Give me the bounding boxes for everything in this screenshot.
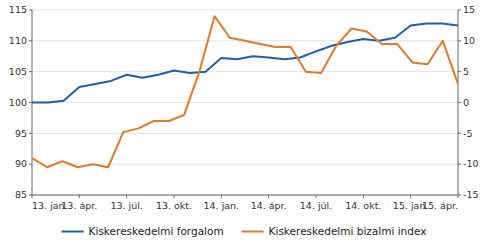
series-lines <box>32 16 458 167</box>
legend-label: Kiskereskedelmi bizalmi index <box>269 225 427 237</box>
x-tick-label: 13. okt. <box>156 200 192 211</box>
y-tick-label: 110 <box>9 35 27 46</box>
x-tick <box>126 195 127 198</box>
y2-tick-label: -5 <box>463 128 472 139</box>
y2-tick-label: 15 <box>463 4 475 15</box>
legend-item: Kiskereskedelmi bizalmi index <box>242 225 427 237</box>
x-tick-label: 14. júl. <box>300 200 332 211</box>
legend-swatch <box>242 231 264 233</box>
y2-tick-label: 10 <box>463 35 475 46</box>
y2-tick <box>458 10 461 11</box>
chart: 859095100105110115-15-10-505101513. jan.… <box>0 0 488 245</box>
y-tick-label: 100 <box>9 97 27 108</box>
y-tick-label: 90 <box>15 158 27 169</box>
series-line <box>32 24 458 103</box>
y2-tick <box>458 133 461 134</box>
y-tick-label: 85 <box>15 189 27 200</box>
y2-tick-label: -10 <box>463 158 479 169</box>
y-tick-label: 105 <box>9 66 27 77</box>
y-tick-label: 95 <box>15 128 27 139</box>
y-tick <box>29 102 32 103</box>
y2-tick-label: 0 <box>463 97 469 108</box>
y-tick-label: 115 <box>9 4 27 15</box>
grid-line <box>32 10 458 11</box>
y2-tick <box>458 71 461 72</box>
grid-line <box>32 133 458 134</box>
y-tick <box>29 10 32 11</box>
y-tick <box>29 40 32 41</box>
y-tick <box>29 133 32 134</box>
x-tick-label: 13. júl. <box>110 200 142 211</box>
x-tick <box>363 195 364 198</box>
axes <box>32 10 458 195</box>
x-tick <box>221 195 222 198</box>
x-tick-label: 14. jan. <box>204 200 240 211</box>
legend-item: Kiskereskedelmi forgalom <box>62 225 224 237</box>
y-tick <box>29 71 32 72</box>
x-tick-label: 13. ápr. <box>61 200 97 211</box>
x-tick-label: 14. okt. <box>345 200 381 211</box>
x-tick <box>174 195 175 198</box>
x-tick-label: 14. ápr. <box>251 200 287 211</box>
grid-line <box>32 195 458 196</box>
x-tick <box>410 195 411 198</box>
x-tick <box>268 195 269 198</box>
x-axis-line <box>32 195 458 196</box>
y-tick <box>29 164 32 165</box>
y2-tick <box>458 40 461 41</box>
y2-tick <box>458 164 461 165</box>
grid-line <box>32 71 458 72</box>
series-line <box>32 16 458 167</box>
legend: Kiskereskedelmi forgalom Kiskereskedelmi … <box>62 225 427 237</box>
x-tick <box>32 195 33 198</box>
legend-label: Kiskereskedelmi forgalom <box>89 225 224 237</box>
y2-tick-label: -15 <box>463 189 479 200</box>
x-tick <box>316 195 317 198</box>
grid-line <box>32 102 458 103</box>
x-tick <box>458 195 459 198</box>
x-tick-label: 15. ápr. <box>422 200 458 211</box>
y2-tick <box>458 102 461 103</box>
x-tick <box>79 195 80 198</box>
y2-tick-label: 5 <box>463 66 469 77</box>
grid <box>32 10 458 195</box>
legend-swatch <box>62 231 84 233</box>
